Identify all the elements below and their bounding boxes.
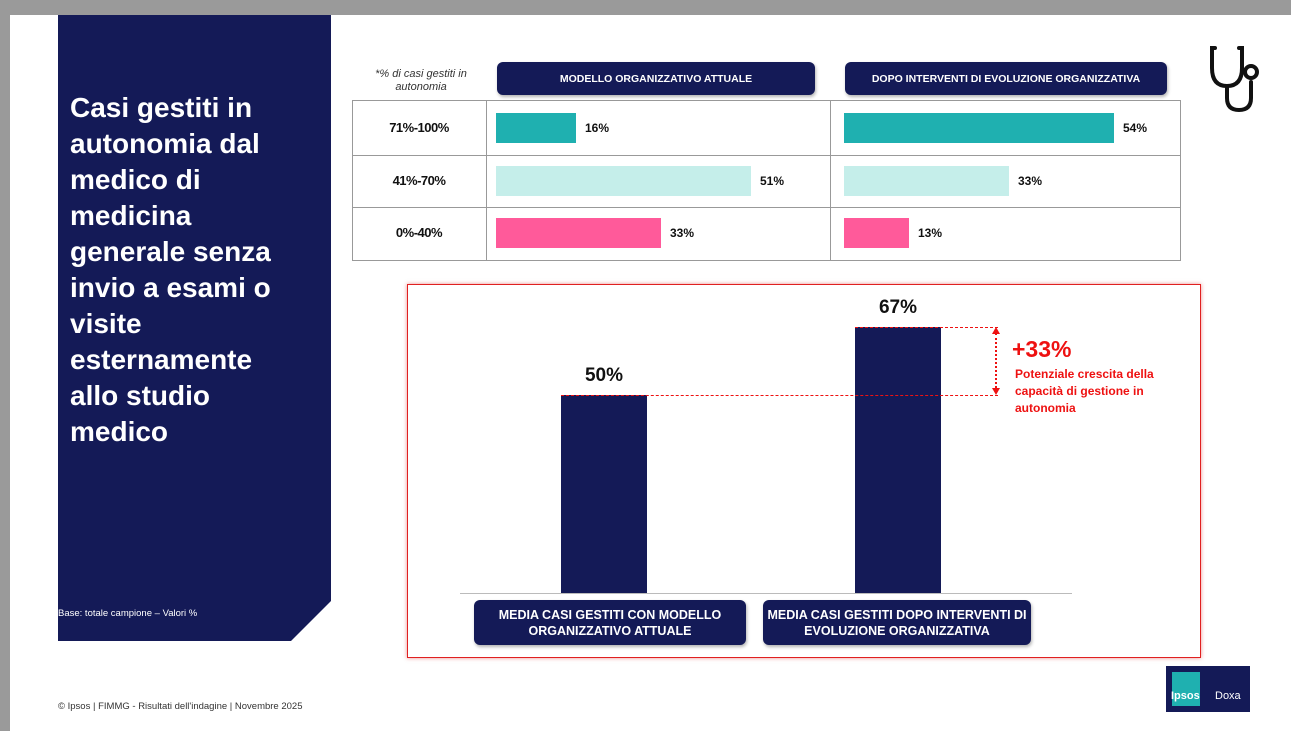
logo-text: Ipsos [1171, 690, 1200, 702]
value-label: 51% [760, 174, 785, 188]
logo-text: Doxa [1215, 690, 1241, 702]
value-label: 16% [585, 121, 610, 135]
bar [844, 113, 1114, 143]
row-label: 71%-100% [389, 120, 449, 135]
bar [561, 394, 647, 593]
growth-label: +33% [1012, 336, 1072, 362]
value-label: 33% [670, 226, 695, 240]
sidebar [58, 15, 331, 641]
row-label: 41%-70% [392, 173, 446, 188]
logo: Ipsos Doxa [1166, 666, 1250, 712]
sidebar-title: Casi gestiti in autonomia dal medico di … [70, 92, 271, 447]
table [352, 100, 1181, 261]
growth-text: Potenziale crescita della capacità di ge… [1015, 367, 1154, 415]
bar [844, 218, 909, 248]
category-label: MEDIA CASI GESTITI DOPO INTERVENTI DI EV… [763, 600, 1031, 645]
divider [830, 101, 831, 260]
stethoscope-icon [1210, 46, 1259, 113]
growth-arrow [995, 333, 997, 389]
bar [496, 218, 661, 248]
bar [855, 327, 941, 593]
column-header: MODELLO ORGANIZZATIVO ATTUALE [497, 62, 815, 95]
value-label: 50% [584, 364, 624, 386]
baseline [460, 593, 1072, 594]
value-label: 67% [878, 297, 918, 318]
bar [496, 166, 751, 196]
table-note: *% di casi gestiti in autonomia [375, 68, 467, 93]
chart-box [407, 284, 1201, 658]
arrow-head [992, 387, 1000, 395]
column-header: DOPO INTERVENTI DI EVOLUZIONE ORGANIZZAT… [845, 62, 1167, 95]
base-note: Base: totale campione – Valori % [58, 608, 198, 619]
category-label: MEDIA CASI GESTITI CON MODELLO ORGANIZZA… [474, 600, 746, 645]
bar [844, 166, 1009, 196]
reference-line [561, 394, 998, 396]
divider [486, 101, 487, 260]
value-label: 33% [1018, 174, 1043, 188]
row-label: 0%-40% [395, 225, 443, 240]
logo-square [1172, 672, 1200, 706]
reference-line [855, 327, 998, 328]
bar [496, 113, 576, 143]
value-label: 13% [918, 226, 943, 240]
divider [353, 155, 1180, 156]
value-label: 54% [1123, 121, 1148, 135]
footer: © Ipsos | FIMMG - Risultati dell'indagin… [58, 701, 303, 712]
arrow-head [992, 327, 1000, 334]
divider [353, 207, 1180, 208]
